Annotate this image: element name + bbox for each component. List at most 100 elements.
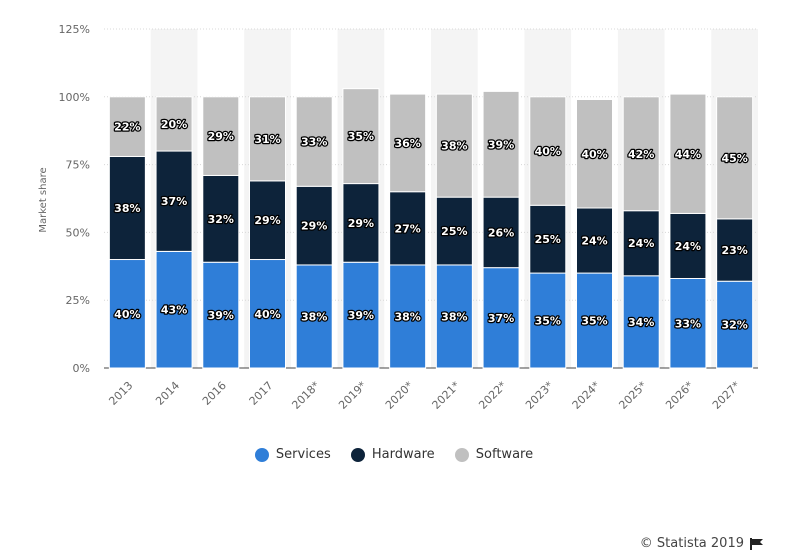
data-label-services-7: 38% [441,310,467,323]
bars [108,88,754,369]
bar-hardware-7[interactable] [435,196,473,266]
bar-software-7[interactable] [435,93,473,198]
bar-hardware-8[interactable] [482,196,520,269]
data-label-hardware-12: 24% [675,240,701,253]
y-tick-label: 75% [66,159,90,172]
x-tick-label: 2027* [710,379,743,412]
data-label-hardware-6: 27% [394,222,420,235]
x-tick-label: 2022* [476,379,509,412]
legend-label-hardware: Hardware [371,447,435,462]
x-tick-label: 2017 [247,379,276,408]
y-tick-label: 125% [59,23,90,36]
bar-hardware-11[interactable] [622,210,660,277]
data-label-hardware-11: 24% [628,237,654,250]
bar-software-1[interactable] [155,96,193,152]
data-label-hardware-0: 38% [114,202,140,215]
bar-software-4[interactable] [295,96,333,187]
bar-services-2[interactable] [202,261,240,369]
x-tick-label: 2026* [663,379,696,412]
bar-services-6[interactable] [389,264,427,369]
legend-item-software[interactable]: Software [454,447,534,462]
bar-software-12[interactable] [669,93,707,214]
bar-software-10[interactable] [576,99,613,209]
data-label-software-6: 36% [394,137,420,150]
bar-services-11[interactable] [622,275,660,369]
bar-services-1[interactable] [155,250,193,369]
data-label-hardware-1: 37% [161,195,187,208]
data-label-services-0: 40% [114,308,140,321]
data-label-services-3: 40% [254,308,280,321]
data-label-hardware-2: 32% [208,213,234,226]
data-label-services-4: 38% [301,310,327,323]
data-label-software-5: 35% [348,130,374,143]
stacked-bar-chart: 40% 38% 22% 43% 37% 20% 39% 32% 29% 40% 29% 31% 38% 2… [38,23,758,412]
data-label-software-2: 29% [208,130,234,143]
bar-hardware-6[interactable] [389,191,427,266]
data-label-hardware-13: 23% [721,244,747,257]
bar-hardware-2[interactable] [202,174,240,263]
bar-software-2[interactable] [202,96,240,176]
flag-icon [750,537,763,550]
bar-hardware-5[interactable] [342,183,380,263]
data-label-software-0: 22% [114,121,140,134]
bar-software-13[interactable] [716,96,754,220]
y-axis-title: Market share [38,167,49,232]
bar-hardware-4[interactable] [295,185,333,266]
bar-hardware-9[interactable] [529,204,567,274]
x-tick-label: 2018* [289,379,322,412]
x-tick-label: 2021* [430,379,463,412]
bar-software-8[interactable] [482,90,520,198]
bar-hardware-12[interactable] [669,212,707,280]
bar-services-12[interactable] [669,278,707,369]
data-label-hardware-4: 29% [301,220,327,233]
bar-software-11[interactable] [622,96,660,212]
data-labels: 40% 38% 22% 43% 37% 20% 39% 32% 29% 40% 29% 31% 38% 2… [113,117,749,333]
bar-services-7[interactable] [435,264,473,369]
legend-dot-hardware [350,447,365,462]
legend-item-hardware[interactable]: Hardware [350,447,435,462]
legend-label-services: Services [275,447,331,462]
data-label-software-11: 42% [628,148,654,161]
x-tick-label: 2014 [153,379,182,408]
bar-software-9[interactable] [529,96,567,206]
bar-services-0[interactable] [108,259,146,369]
data-label-hardware-8: 26% [488,226,514,239]
bar-software-5[interactable] [342,88,380,185]
y-axis: 0% 25% 50% 75% 100% 125% [59,23,90,375]
data-label-software-10: 40% [581,148,607,161]
y-tick-label: 0% [73,362,90,375]
x-tick-label: 2020* [383,379,416,412]
data-label-services-5: 39% [348,309,374,322]
legend-dot-services [254,447,269,462]
bar-software-0[interactable] [108,96,146,157]
y-tick-label: 50% [66,226,90,239]
bar-software-6[interactable] [389,93,427,193]
data-label-hardware-7: 25% [441,225,467,238]
data-label-hardware-9: 25% [535,233,561,246]
bar-hardware-10[interactable] [576,207,613,274]
legend-dot-software [454,447,469,462]
data-label-services-2: 39% [208,309,234,322]
bar-services-4[interactable] [295,264,333,369]
data-label-software-3: 31% [254,133,280,146]
data-label-services-13: 32% [721,319,747,332]
legend-item-services[interactable]: Services [254,447,331,462]
bar-software-3[interactable] [249,96,286,182]
data-label-hardware-5: 29% [348,217,374,230]
bar-services-10[interactable] [576,272,613,369]
data-label-services-11: 34% [628,316,654,329]
bar-services-13[interactable] [716,280,754,369]
legend-label-software: Software [475,447,534,462]
data-label-hardware-10: 24% [581,235,607,248]
legend: Services Hardware Software [0,447,788,466]
bar-hardware-1[interactable] [155,150,193,252]
bar-services-8[interactable] [482,267,520,369]
bar-services-5[interactable] [342,261,380,369]
data-label-software-4: 33% [301,136,327,149]
data-label-services-12: 33% [675,317,701,330]
statista-credit[interactable]: © Statista 2019 [640,536,764,551]
x-tick-label: 2019* [336,379,369,412]
x-axis: 2013 2014 2016 2017 2018* 2019* 2020* 2021* 2022… [106,379,743,412]
data-label-services-10: 35% [581,315,607,328]
data-label-software-13: 45% [721,152,747,165]
